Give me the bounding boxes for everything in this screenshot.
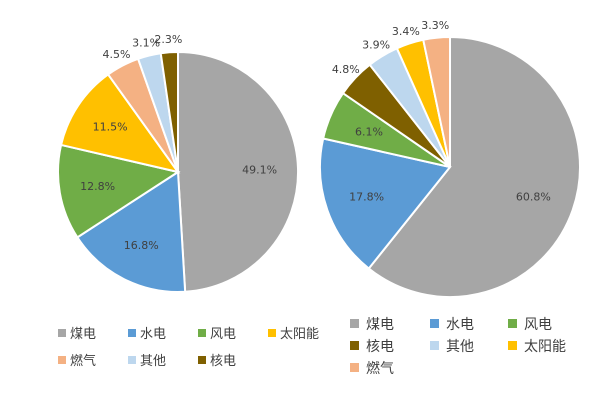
right-pie-labels: 60.8% 17.8% 6.1% 4.8%3.9%3.4% 3.3% bbox=[332, 19, 551, 204]
legend-swatch bbox=[128, 329, 136, 337]
legend-swatch bbox=[58, 356, 66, 364]
legend-label: 燃气 bbox=[70, 353, 96, 369]
legend-swatch bbox=[198, 329, 206, 337]
slice-data-label: 60.8% bbox=[516, 190, 551, 203]
legend-label: 核电 bbox=[210, 354, 236, 369]
legend-label: 煤电 bbox=[366, 317, 394, 333]
legend-label: 水电 bbox=[446, 317, 474, 333]
legend-swatch bbox=[128, 356, 136, 364]
legend-swatch bbox=[350, 363, 359, 372]
legend-swatch bbox=[58, 329, 66, 337]
slice-data-label: 4.5% bbox=[103, 48, 131, 61]
left-pie-labels: 49.1% 16.8% 12.8% 11.5% 4.5%3.1%2.3% bbox=[80, 33, 277, 252]
pie-slice bbox=[159, 50, 179, 173]
slice-data-label: 17.8% bbox=[349, 190, 384, 203]
legend-swatch bbox=[198, 356, 206, 364]
slice-data-label: 3.3% bbox=[421, 19, 449, 32]
pie-slice bbox=[177, 50, 300, 293]
legend-label: 风电 bbox=[210, 327, 236, 342]
slice-data-label: 16.8% bbox=[124, 239, 159, 252]
pie-slice bbox=[59, 73, 181, 174]
pie-slice bbox=[367, 35, 581, 298]
slice-data-label: 3.4% bbox=[392, 25, 420, 38]
legend-label: 煤电 bbox=[70, 327, 96, 342]
legend-swatch bbox=[430, 341, 439, 350]
slice-data-label: 2.3% bbox=[154, 33, 182, 46]
legend-swatch bbox=[508, 319, 517, 328]
pie-slice bbox=[57, 143, 181, 239]
slice-data-label: 11.5% bbox=[93, 121, 128, 134]
left-pie-chart: 49.1% 16.8% 12.8% 11.5% 4.5%3.1%2.3% 煤电 水电 风电 太… bbox=[57, 33, 319, 369]
legend-label: 其他 bbox=[446, 339, 474, 355]
pie-slice bbox=[319, 137, 452, 270]
legend-label: 太阳能 bbox=[280, 327, 319, 342]
legend-swatch bbox=[350, 319, 359, 328]
slice-data-label: 49.1% bbox=[242, 164, 277, 177]
legend-label: 风电 bbox=[524, 317, 552, 333]
legend-swatch bbox=[268, 329, 276, 337]
slice-data-label: 3.1% bbox=[132, 37, 160, 50]
legend-label: 核电 bbox=[366, 339, 394, 355]
left-pie-slices bbox=[57, 50, 300, 293]
slice-data-label: 3.9% bbox=[362, 39, 390, 52]
slice-data-label: 4.8% bbox=[332, 63, 360, 76]
pie-slice bbox=[422, 35, 451, 168]
right-pie-slices bbox=[319, 35, 581, 298]
legend-label: 燃气 bbox=[366, 360, 394, 377]
legend-label: 其他 bbox=[140, 354, 166, 369]
legend-swatch bbox=[508, 341, 517, 350]
pie-slice bbox=[75, 170, 187, 293]
legend-label: 太阳能 bbox=[524, 339, 566, 355]
legend-label: 水电 bbox=[140, 327, 166, 342]
legend-swatch bbox=[350, 341, 359, 350]
slice-data-label: 6.1% bbox=[355, 126, 383, 139]
legend-swatch bbox=[430, 319, 439, 328]
slice-data-label: 12.8% bbox=[80, 180, 115, 193]
